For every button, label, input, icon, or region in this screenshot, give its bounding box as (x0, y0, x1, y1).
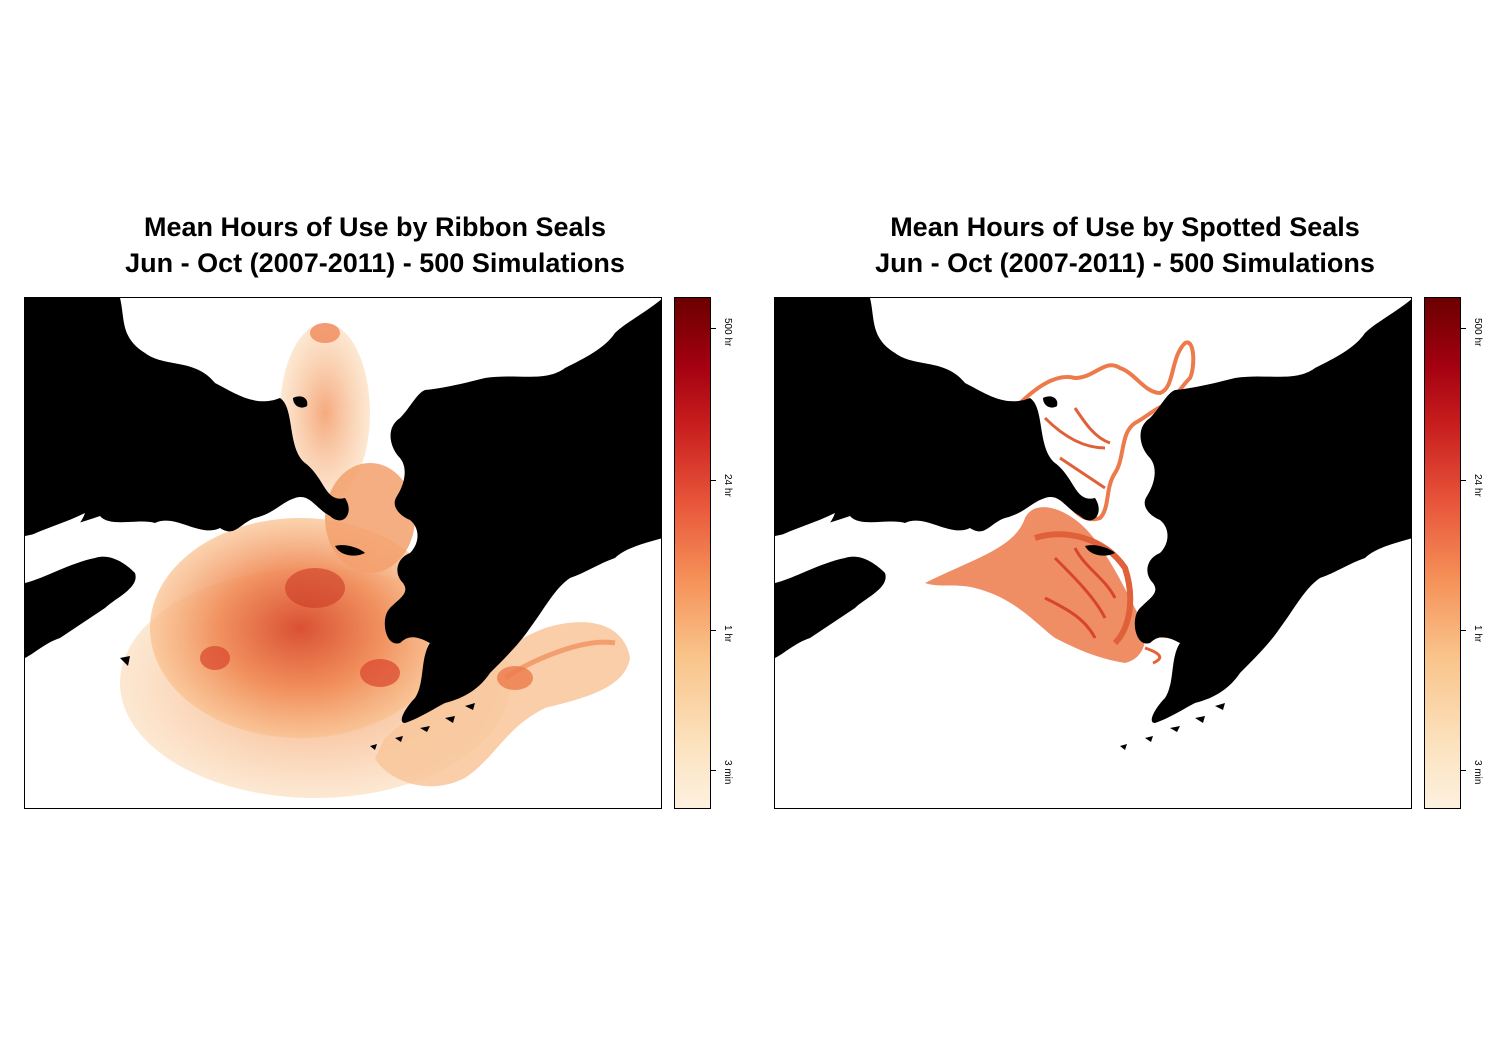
title-line-1: Mean Hours of Use by Spotted Seals (890, 212, 1360, 242)
ribbon-usage-layer (120, 323, 630, 798)
ribbon-land-layer (25, 298, 661, 750)
legend-tick-label: 3 min (1472, 760, 1483, 785)
title-line-2: Jun - Oct (2007-2011) - 500 Simulations (125, 248, 625, 278)
legend-tick (1461, 630, 1466, 631)
title-line-1: Mean Hours of Use by Ribbon Seals (143, 212, 607, 242)
legend-tick-label: 3 min (722, 760, 733, 785)
legend-tick-label: 1 hr (722, 625, 733, 643)
spotted-water-patch (775, 513, 835, 558)
legend-tick-label: 24 hr (722, 474, 733, 497)
ribbon-water-patch (25, 513, 85, 558)
ribbon-color-legend (674, 297, 711, 809)
legend-tick (711, 480, 716, 481)
legend-tick (711, 630, 716, 631)
legend-tick-label: 1 hr (1472, 625, 1483, 643)
spotted-seal-map (774, 297, 1412, 809)
title-line-2: Jun - Oct (2007-2011) - 500 Simulations (875, 248, 1375, 278)
legend-tick-label: 500 hr (1472, 318, 1483, 347)
legend-tick-label: 24 hr (1472, 474, 1483, 497)
legend-tick (1461, 770, 1466, 771)
legend-tick-label: 500 hr (722, 318, 733, 347)
legend-tick (711, 770, 716, 771)
spotted-land-layer (775, 298, 1411, 750)
legend-tick (1461, 328, 1466, 329)
ribbon-seal-panel: Mean Hours of Use by Ribbon Seals Jun - … (24, 212, 733, 809)
ribbon-seal-map (24, 297, 662, 809)
legend-tick (711, 328, 716, 329)
spotted-seal-panel: Mean Hours of Use by Spotted Seals Jun -… (750, 0, 1500, 1050)
legend-tick (1461, 480, 1466, 481)
spotted-color-legend (1424, 297, 1461, 809)
